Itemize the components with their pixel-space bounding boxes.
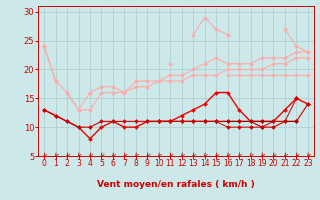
X-axis label: Vent moyen/en rafales ( km/h ): Vent moyen/en rafales ( km/h ): [97, 180, 255, 189]
